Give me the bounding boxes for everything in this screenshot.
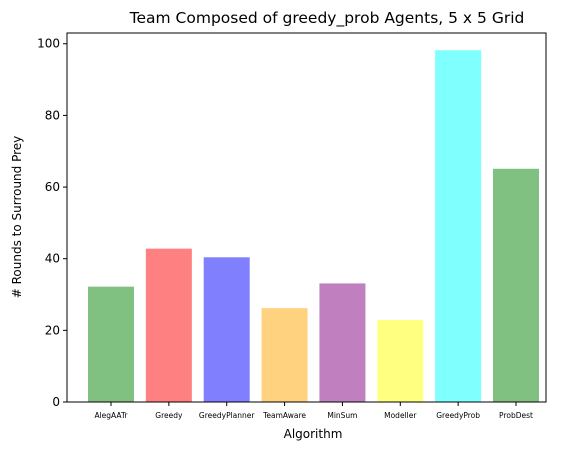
x-tick-label: MinSum <box>327 411 357 420</box>
x-axis-ticks: AlegAATr Greedy GreedyPlanner TeamAware MinS… <box>94 402 533 420</box>
bar-probdest <box>493 169 539 402</box>
bar-minsum <box>319 283 365 402</box>
y-tick-label: 60 <box>45 180 60 194</box>
bar-teamaware <box>262 308 308 402</box>
y-tick-label: 80 <box>45 108 60 122</box>
bar-alegaatr <box>88 287 134 402</box>
x-tick-label: GreedyProb <box>436 411 480 420</box>
x-tick-label: TeamAware <box>262 411 306 420</box>
x-tick-label: Modeller <box>384 411 417 420</box>
bar-modeller <box>377 320 423 402</box>
bars-group <box>88 50 539 402</box>
x-tick-label: AlegAATr <box>94 411 128 420</box>
bar-greedyprob <box>435 50 481 402</box>
x-axis-label: Algorithm <box>284 427 343 441</box>
bar-greedy <box>146 249 192 402</box>
y-tick-label: 40 <box>45 252 60 266</box>
y-axis-label: # Rounds to Surround Prey <box>10 136 24 299</box>
x-tick-label: Greedy <box>155 411 183 420</box>
bar-greedyplanner <box>204 257 250 402</box>
y-tick-label: 100 <box>37 37 60 51</box>
x-tick-label: GreedyPlanner <box>199 411 255 420</box>
x-tick-label: ProbDest <box>499 411 533 420</box>
y-tick-label: 20 <box>45 323 60 337</box>
chart-title: Team Composed of greedy_prob Agents, 5 x… <box>129 9 525 28</box>
y-tick-label: 0 <box>52 395 60 409</box>
y-axis-ticks: 0 20 40 60 80 100 <box>37 37 67 409</box>
